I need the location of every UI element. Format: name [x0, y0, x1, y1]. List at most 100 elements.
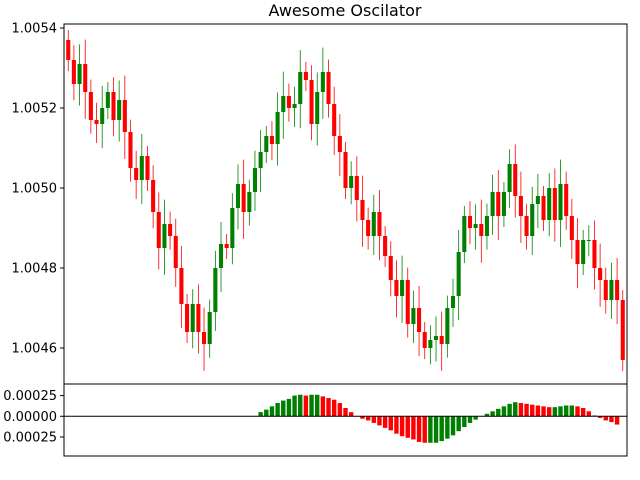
candle-body: [456, 252, 461, 296]
candle-body: [467, 216, 473, 228]
candle-body: [586, 240, 591, 241]
candle-body: [603, 280, 608, 300]
oscillator-bar: [428, 416, 433, 443]
candle-body: [609, 280, 614, 300]
candle-body: [439, 336, 444, 344]
candle-body: [620, 300, 625, 360]
oscillator-bar: [552, 407, 558, 417]
oscillator-bar: [348, 412, 354, 417]
candle-body: [66, 40, 71, 60]
oscillator-bar: [456, 416, 461, 432]
candle-body: [501, 192, 506, 216]
oscillator-panel: 0.00025 0.00000 0.00025: [3, 383, 628, 457]
candle-body: [71, 60, 76, 84]
candle-body: [383, 236, 388, 256]
oscillator-bar: [371, 416, 376, 423]
candle-body: [202, 332, 207, 344]
oscillator-bar: [388, 416, 393, 431]
oscillator-bar: [614, 416, 620, 425]
oscillator-bar: [490, 411, 495, 417]
oscillator-bar: [467, 416, 473, 423]
candle-body: [139, 156, 144, 180]
chart-title: Awesome Oscilator: [269, 1, 422, 20]
candle-body: [569, 216, 574, 240]
oscillator-bar: [473, 416, 478, 420]
price-panel: 1.0046 1.0048 1.0050 1.0052 1.0054: [12, 22, 628, 385]
oscillator-bar: [609, 416, 614, 423]
oscillator-bar: [501, 406, 507, 417]
oscillator-ytick-label: 0.00025: [3, 389, 57, 404]
candle-body: [558, 184, 563, 220]
candle-body: [286, 96, 291, 108]
candle-body: [405, 280, 410, 324]
oscillator-bar: [411, 416, 416, 440]
oscillator-bar: [586, 411, 592, 417]
candle-body: [473, 224, 478, 228]
candle-body: [252, 168, 258, 192]
candle-body: [111, 92, 116, 120]
candle-body: [156, 212, 161, 248]
candle-body: [100, 108, 105, 124]
oscillator-bar: [524, 403, 529, 417]
candle-body: [145, 156, 150, 180]
candle-body: [264, 136, 269, 152]
candle-body: [315, 92, 320, 124]
oscillator-bar: [580, 408, 586, 417]
candle-body: [337, 136, 342, 152]
candle-body: [417, 308, 422, 332]
candle-body: [88, 92, 93, 120]
oscillator-bar: [416, 416, 422, 442]
price-ytick-label: 1.0050: [12, 182, 58, 197]
candle-body: [535, 196, 540, 204]
oscillator-bar: [281, 400, 286, 417]
candle-body: [592, 240, 597, 268]
candle-body: [484, 216, 489, 236]
oscillator-bar: [518, 403, 524, 417]
oscillator-bar: [337, 403, 343, 417]
oscillator-bar: [365, 416, 371, 421]
oscillator-bar: [484, 413, 490, 417]
candle-body: [275, 112, 280, 144]
candle-body: [518, 196, 523, 216]
candle-body: [479, 224, 484, 236]
candle-body: [241, 184, 246, 212]
candle-body: [247, 192, 252, 212]
candle-body: [332, 104, 337, 136]
candle-body: [349, 176, 354, 188]
candle-body: [530, 204, 535, 236]
candle-body: [134, 168, 139, 180]
oscillator-bar: [462, 416, 467, 428]
candle-body: [105, 92, 110, 108]
candle-body: [450, 296, 456, 308]
candle-body: [496, 192, 501, 216]
candle-body: [422, 332, 427, 348]
oscillator-ytick-label: 0.00000: [3, 410, 57, 425]
oscillator-bar: [303, 395, 309, 417]
price-ytick-label: 1.0046: [12, 342, 58, 357]
candle-body: [433, 336, 439, 340]
oscillator-bar: [382, 416, 388, 428]
candle-body: [207, 312, 212, 344]
candle-body: [185, 304, 190, 332]
oscillator-bar: [530, 404, 535, 417]
oscillator-bar: [541, 406, 546, 417]
candle-body: [377, 212, 382, 236]
oscillator-bar: [275, 403, 280, 417]
oscillator-bar: [597, 416, 603, 418]
candle-body: [258, 152, 263, 168]
candle-body: [445, 308, 450, 344]
candle-body: [298, 72, 303, 104]
oscillator-bar: [546, 407, 552, 417]
oscillator-bar: [535, 405, 541, 417]
candle-body: [213, 268, 218, 312]
candle-body: [320, 72, 325, 92]
oscillator-bar: [315, 394, 320, 417]
oscillator-bar: [433, 416, 439, 443]
oscillator-bar: [507, 403, 512, 417]
candle-body: [162, 224, 167, 248]
oscillator-axes-frame: [63, 383, 628, 457]
candle-body: [411, 308, 416, 324]
oscillator-bar: [331, 399, 337, 417]
candle-body: [507, 164, 512, 192]
